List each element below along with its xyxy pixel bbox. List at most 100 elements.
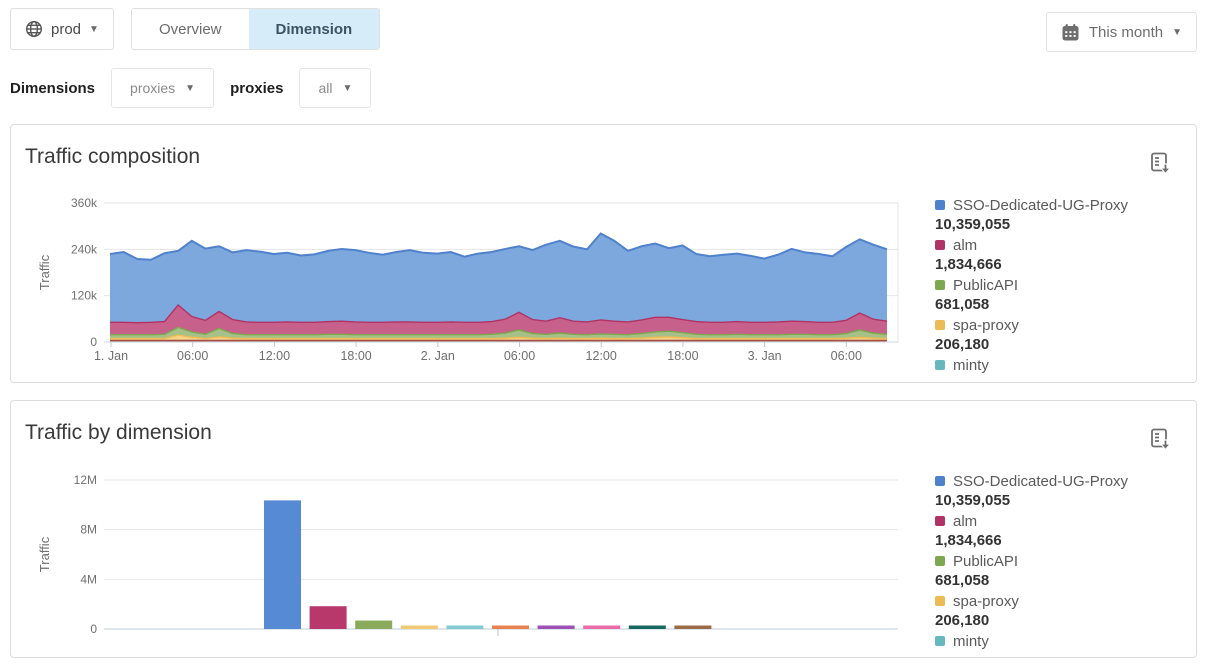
- dimension-type-value: proxies: [130, 80, 176, 96]
- svg-text:12:00: 12:00: [259, 349, 290, 363]
- legend-value: 681,058: [935, 572, 990, 589]
- legend-entry-SSO-Dedicated-UG-Proxy[interactable]: SSO-Dedicated-UG-Proxy: [935, 471, 1196, 491]
- y-axis-label: Traffic: [37, 254, 52, 290]
- bar-proxy-10[interactable]: [674, 625, 712, 630]
- legend-label: SSO-Dedicated-UG-Proxy: [953, 472, 1129, 490]
- svg-text:0: 0: [90, 622, 97, 636]
- svg-text:12M: 12M: [74, 473, 97, 487]
- bar-SSO-Dedicated-UG-Proxy[interactable]: [264, 500, 301, 629]
- legend-value: 10,359,055: [935, 216, 1011, 233]
- legend-label: minty: [953, 356, 989, 374]
- download-report-icon: [1151, 428, 1172, 451]
- chart-legend: SSO-Dedicated-UG-Proxy 10,359,055 alm 1,834…: [935, 195, 1196, 382]
- legend-value: [935, 375, 1196, 382]
- svg-text:18:00: 18:00: [340, 349, 371, 363]
- svg-text:240k: 240k: [71, 242, 98, 256]
- filters-bar: Dimensions proxies ▼ proxies all ▼: [10, 68, 372, 108]
- svg-text:120k: 120k: [71, 289, 98, 303]
- legend-entry-SSO-Dedicated-UG-Proxy[interactable]: SSO-Dedicated-UG-Proxy: [935, 195, 1196, 215]
- legend-swatch: [935, 360, 945, 370]
- traffic-by-dimension-card: Traffic by dimension 0 4M 8M 12M Traffic SSO…: [10, 400, 1197, 658]
- legend-entry-spa-proxy[interactable]: spa-proxy: [935, 315, 1196, 335]
- y-axis-label: Traffic: [37, 536, 52, 572]
- chevron-down-icon: ▼: [89, 23, 99, 35]
- legend-swatch: [935, 516, 945, 526]
- chart-legend: SSO-Dedicated-UG-Proxy 10,359,055 alm 1,834…: [935, 471, 1196, 657]
- bar-proxy-8[interactable]: [583, 625, 621, 630]
- svg-text:3. Jan: 3. Jan: [748, 349, 782, 363]
- chevron-down-icon: ▼: [185, 82, 196, 94]
- svg-text:2. Jan: 2. Jan: [421, 349, 455, 363]
- traffic-by-dimension-bar-chart: 0 4M 8M 12M Traffic: [37, 473, 898, 636]
- legend-value: 1,834,666: [935, 256, 1002, 273]
- svg-text:06:00: 06:00: [504, 349, 535, 363]
- proxies-label: proxies: [230, 79, 284, 97]
- svg-text:360k: 360k: [71, 196, 98, 210]
- environment-select[interactable]: prod ▼: [10, 8, 114, 50]
- dimension-type-select[interactable]: proxies ▼: [111, 68, 215, 108]
- legend-value: 681,058: [935, 296, 990, 313]
- legend-label: spa-proxy: [953, 316, 1019, 334]
- svg-text:1. Jan: 1. Jan: [94, 349, 128, 363]
- legend-swatch: [935, 320, 945, 330]
- legend-swatch: [935, 200, 945, 210]
- legend-entry-minty[interactable]: minty: [935, 631, 1196, 651]
- legend-value: 10,359,055: [935, 492, 1011, 509]
- legend-value: 1,834,666: [935, 532, 1002, 549]
- svg-text:06:00: 06:00: [831, 349, 862, 363]
- svg-text:4M: 4M: [80, 572, 97, 586]
- legend-value: 206,180: [935, 612, 990, 629]
- legend-label: alm: [953, 236, 978, 254]
- legend-swatch: [935, 280, 945, 290]
- globe-icon: [25, 20, 43, 38]
- svg-text:06:00: 06:00: [177, 349, 208, 363]
- legend-label: minty: [953, 632, 989, 650]
- bar-spa-proxy[interactable]: [400, 625, 438, 630]
- legend-swatch: [935, 476, 945, 486]
- legend-swatch: [935, 240, 945, 250]
- svg-text:0: 0: [90, 335, 97, 349]
- traffic-composition-area-chart: 0 120k 240k 360k 1. Jan 06:00 12:00 18:00 2. Jan…: [37, 196, 899, 363]
- bar-alm[interactable]: [309, 606, 347, 629]
- tab-dimension[interactable]: Dimension: [248, 9, 380, 49]
- date-range-select[interactable]: This month ▼: [1045, 12, 1197, 52]
- environment-label: prod: [51, 20, 82, 38]
- traffic-composition-card: Traffic composition 0 120k 240k 360k 1. Jan 0…: [10, 124, 1197, 383]
- legend-entry-alm[interactable]: alm: [935, 235, 1196, 255]
- legend-swatch: [935, 556, 945, 566]
- legend-label: PublicAPI: [953, 552, 1019, 570]
- legend-value: 206,180: [935, 336, 990, 353]
- bar-proxy-9[interactable]: [628, 625, 666, 630]
- legend-entry-PublicAPI[interactable]: PublicAPI: [935, 275, 1196, 295]
- dimensions-label: Dimensions: [10, 79, 96, 97]
- svg-text:8M: 8M: [80, 523, 97, 537]
- legend-label: alm: [953, 512, 978, 530]
- date-range-label: This month: [1088, 23, 1164, 41]
- legend-value: [935, 651, 1196, 657]
- legend-entry-PublicAPI[interactable]: PublicAPI: [935, 551, 1196, 571]
- legend-swatch: [935, 636, 945, 646]
- download-report-button[interactable]: [1148, 427, 1174, 453]
- svg-text:18:00: 18:00: [667, 349, 698, 363]
- bar-PublicAPI[interactable]: [355, 620, 393, 629]
- bar-proxy-6[interactable]: [492, 625, 529, 630]
- legend-label: SSO-Dedicated-UG-Proxy: [953, 196, 1129, 214]
- legend-swatch: [935, 596, 945, 606]
- download-report-icon: [1151, 152, 1172, 175]
- legend-entry-alm[interactable]: alm: [935, 511, 1196, 531]
- legend-entry-minty[interactable]: minty: [935, 355, 1196, 375]
- bar-minty[interactable]: [446, 625, 484, 630]
- bar-proxy-7[interactable]: [537, 625, 575, 630]
- proxy-filter-value: all: [318, 80, 333, 96]
- legend-label: PublicAPI: [953, 276, 1019, 294]
- legend-label: spa-proxy: [953, 592, 1019, 610]
- legend-entry-spa-proxy[interactable]: spa-proxy: [935, 591, 1196, 611]
- chevron-down-icon: ▼: [342, 82, 353, 94]
- view-tabs: Overview Dimension: [131, 8, 381, 50]
- tab-overview[interactable]: Overview: [132, 9, 249, 49]
- calendar-icon: [1061, 23, 1080, 42]
- card-title: Traffic composition: [25, 145, 201, 168]
- card-title: Traffic by dimension: [25, 421, 212, 444]
- download-report-button[interactable]: [1148, 151, 1174, 177]
- proxy-filter-select[interactable]: all ▼: [299, 68, 372, 108]
